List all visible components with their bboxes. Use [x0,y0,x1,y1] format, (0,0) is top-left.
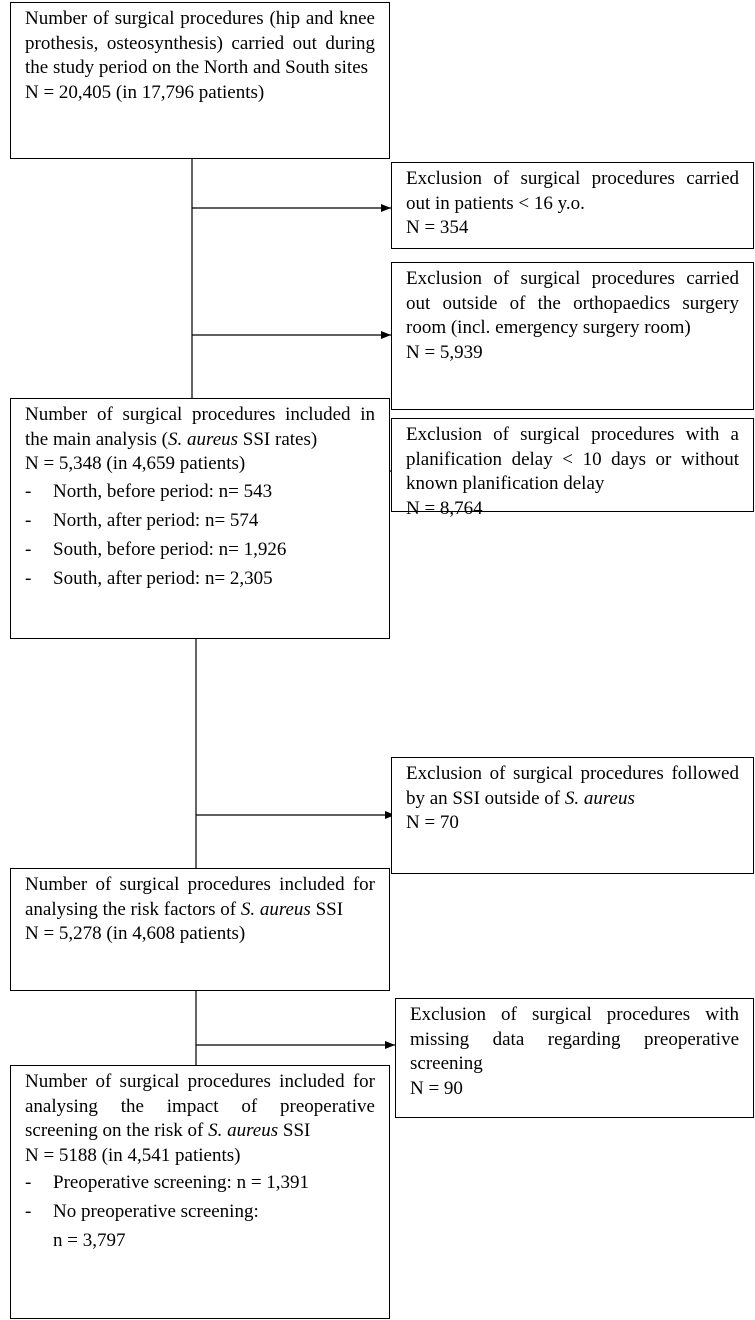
item-text: Preoperative screening: n = 1,391 [53,1168,309,1197]
flow-box: Number of surgical procedures included f… [10,1065,390,1319]
paragraph: Exclusion of surgical procedures carried… [406,167,739,216]
paragraph: N = 8,764 [406,497,739,522]
paragraph: Exclusion of surgical procedures followe… [406,762,739,811]
exclusion-box: Exclusion of surgical procedures followe… [391,757,754,874]
bullet: - [25,480,32,502]
item-text: No preoperative screening: n = 3,797 [53,1197,259,1255]
exclusion-box: Exclusion of surgical procedures with a … [391,418,754,519]
paragraph: N = 90 [410,1077,739,1102]
paragraph: Number of surgical procedures (hip and k… [25,7,375,81]
exclusion-box: Exclusion of surgical procedures carried… [391,162,754,249]
text-run: SSI [310,898,344,920]
text-run: Exclusion of surgical procedures carried… [406,268,739,338]
text-run: S. aureus [168,428,239,450]
paragraph: Number of surgical procedures included i… [25,403,375,452]
text-run: Exclusion of surgical procedures carried… [406,168,739,214]
list-item: - South, after period: n= 2,305 [25,564,375,593]
paragraph: N = 20,405 (in 17,796 patients) [25,81,375,106]
text-run: N = 354 [406,217,469,238]
exclusion-box: Exclusion of surgical procedures carried… [391,262,754,410]
list-item: - North, before period: n= 543 [25,477,375,506]
flow-box: Number of surgical procedures included i… [10,398,390,639]
item-line: South, before period: n= 1,926 [53,538,287,560]
paragraph: N = 5,939 [406,341,739,366]
paragraph: Number of surgical procedures included f… [25,1070,375,1144]
text-run: N = 5188 (in 4,541 patients) [25,1144,241,1166]
item-text: North, before period: n= 543 [53,477,272,506]
item-line: North, after period: n= 574 [53,509,259,531]
item-line: No preoperative screening: [53,1201,259,1222]
paragraph: Exclusion of surgical procedures with a … [406,423,739,497]
bullet: - [25,509,32,531]
list-item: - Preoperative screening: n = 1,391 [25,1168,375,1197]
paragraph: N = 5,278 (in 4,608 patients) [25,922,375,947]
item-line: Preoperative screening: n = 1,391 [53,1172,310,1193]
item-text: South, after period: n= 2,305 [53,564,273,593]
item-text: North, after period: n= 574 [53,506,258,535]
item-line: South, after period: n= 2,305 [53,567,273,589]
text-run: N = 20,405 (in 17,796 patients) [25,81,265,103]
paragraph: Exclusion of surgical procedures with mi… [410,1003,739,1077]
text-run: Exclusion of surgical procedures with mi… [410,1004,739,1074]
item-text: South, before period: n= 1,926 [53,535,286,564]
text-run: S. aureus [564,787,635,809]
paragraph: N = 5,348 (in 4,659 patients) [25,452,375,477]
text-run: N = 5,278 (in 4,608 patients) [25,923,246,944]
paragraph: N = 354 [406,216,739,241]
text-run: S. aureus [240,898,311,920]
bullet: - [25,567,32,589]
bullet: - [25,538,32,560]
text-run: Number of surgical procedures included f… [25,1071,375,1141]
text-run: N = 70 [406,812,459,833]
text-run: Exclusion of surgical procedures followe… [406,763,739,809]
paragraph: N = 5188 (in 4,541 patients) [25,1144,375,1169]
list-item: - North, after period: n= 574 [25,506,375,535]
paragraph: Exclusion of surgical procedures carried… [406,267,739,341]
list-item: - South, before period: n= 1,926 [25,535,375,564]
text-run: SSI [278,1120,311,1141]
text-run: N = 5,348 (in 4,659 patients) [25,453,246,474]
text-run: SSI rates) [238,428,318,450]
text-run: S. aureus [208,1120,279,1141]
text-run: N = 8,764 [406,497,483,519]
bullet: - [25,1172,32,1193]
text-run: N = 90 [410,1077,463,1099]
item-line: n = 3,797 [53,1230,126,1251]
text-run: Number of surgical procedures included f… [25,874,375,920]
flow-box: Number of surgical procedures (hip and k… [10,2,390,159]
text-run: N = 5,939 [406,341,483,363]
item-line: North, before period: n= 543 [53,480,273,502]
text-run: Number of surgical procedures (hip and k… [25,8,375,78]
text-run: Exclusion of surgical procedures with a … [406,424,739,494]
flow-box: Number of surgical procedures included f… [10,868,390,991]
paragraph: N = 70 [406,811,739,836]
bullet: - [25,1201,32,1222]
exclusion-box: Exclusion of surgical procedures with mi… [395,998,754,1118]
list-item: - No preoperative screening: n = 3,797 [25,1197,375,1255]
paragraph: Number of surgical procedures included f… [25,873,375,922]
text-run: Number of surgical procedures included i… [25,404,375,450]
